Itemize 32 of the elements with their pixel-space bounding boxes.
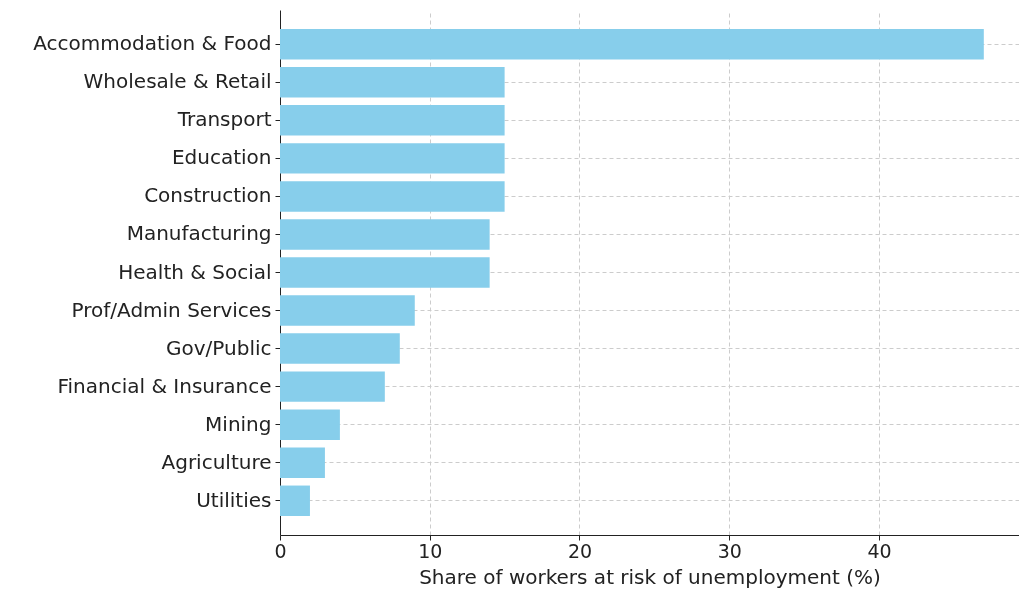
y-tick-label: Financial & Insurance bbox=[57, 373, 272, 398]
x-tick-label: 10 bbox=[418, 539, 443, 562]
bar bbox=[280, 67, 505, 98]
y-tick-label: Utilities bbox=[196, 487, 272, 512]
bar bbox=[280, 485, 310, 516]
bar bbox=[280, 181, 505, 212]
bar bbox=[280, 295, 415, 326]
x-tick-label: 30 bbox=[717, 539, 742, 562]
x-tick-label: 0 bbox=[274, 539, 287, 562]
bar bbox=[280, 219, 490, 250]
y-tick-label: Gov/Public bbox=[166, 335, 272, 360]
y-tick-label: Agriculture bbox=[161, 449, 272, 474]
bar bbox=[280, 105, 505, 136]
bar bbox=[280, 29, 984, 60]
bar bbox=[280, 257, 490, 288]
bar bbox=[280, 409, 340, 440]
y-tick-label: Mining bbox=[205, 411, 272, 436]
y-tick-label: Prof/Admin Services bbox=[71, 297, 272, 322]
y-tick-label: Health & Social bbox=[118, 259, 272, 284]
y-tick-label: Transport bbox=[176, 107, 272, 132]
bar bbox=[280, 333, 400, 364]
bar bbox=[280, 143, 505, 174]
y-tick-label: Wholesale & Retail bbox=[83, 69, 272, 94]
y-tick-label: Education bbox=[171, 145, 272, 170]
y-tick-label: Construction bbox=[144, 183, 272, 208]
y-tick-label: Manufacturing bbox=[126, 221, 272, 246]
x-axis-title: Share of workers at risk of unemployment (%) bbox=[419, 564, 881, 589]
bar bbox=[280, 371, 385, 402]
x-tick-label: 20 bbox=[567, 539, 593, 562]
x-tick-label: 40 bbox=[867, 539, 892, 562]
bar bbox=[280, 447, 325, 478]
y-tick-label: Accommodation & Food bbox=[33, 31, 272, 56]
